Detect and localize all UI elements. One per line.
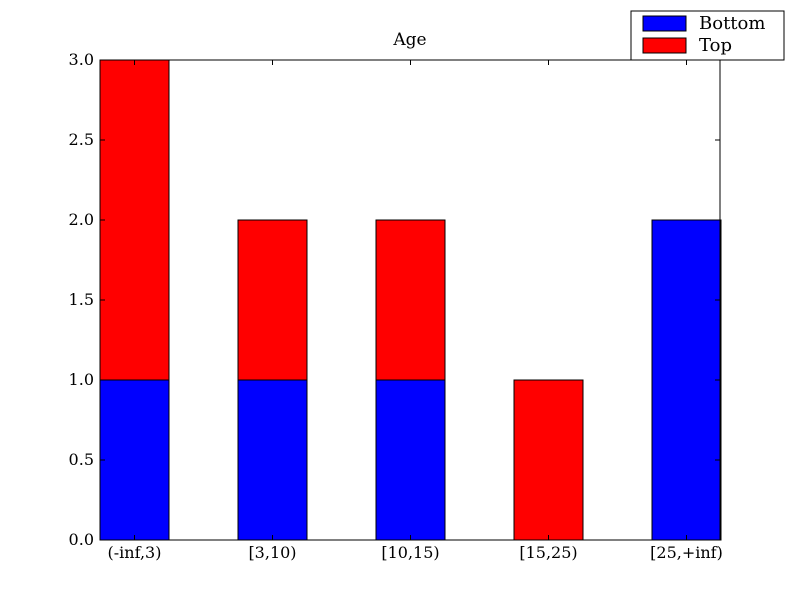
legend-label-top: Top (699, 35, 732, 56)
x-tick-label: [10,15) (381, 543, 439, 562)
x-tick-label: [25,+inf) (650, 543, 723, 562)
bars-group (99, 59, 722, 541)
x-axis: (-inf,3) [3,10) [10,15) [15,25) [25,+inf) (108, 60, 723, 562)
y-axis: 0.0 0.5 1.0 1.5 2.0 2.5 3.0 (69, 50, 720, 549)
y-tick-label: 1.5 (69, 290, 94, 309)
x-tick-label: (-inf,3) (108, 543, 162, 562)
bar-bottom-2 (375, 379, 446, 541)
legend-swatch-top (642, 37, 687, 54)
bar-top-1 (237, 219, 308, 381)
bar-top-0 (99, 59, 170, 381)
y-tick-label: 2.5 (69, 130, 94, 149)
x-tick-label: [3,10) (248, 543, 296, 562)
legend-label-bottom: Bottom (699, 13, 765, 34)
bar-bottom-4 (651, 219, 722, 541)
bar-bottom-1 (237, 379, 308, 541)
y-tick-label: 0.5 (69, 450, 94, 469)
y-tick-label: 3.0 (69, 50, 94, 69)
bar-top-3 (513, 379, 584, 541)
legend-swatch-bottom (642, 15, 687, 32)
x-tick-label: [15,25) (519, 543, 577, 562)
y-tick-label: 0.0 (69, 530, 94, 549)
y-tick-label: 2.0 (69, 210, 94, 229)
bar-top-2 (375, 219, 446, 381)
bar-bottom-0 (99, 379, 170, 541)
y-tick-label: 1.0 (69, 370, 94, 389)
chart-title: Age (392, 30, 426, 50)
